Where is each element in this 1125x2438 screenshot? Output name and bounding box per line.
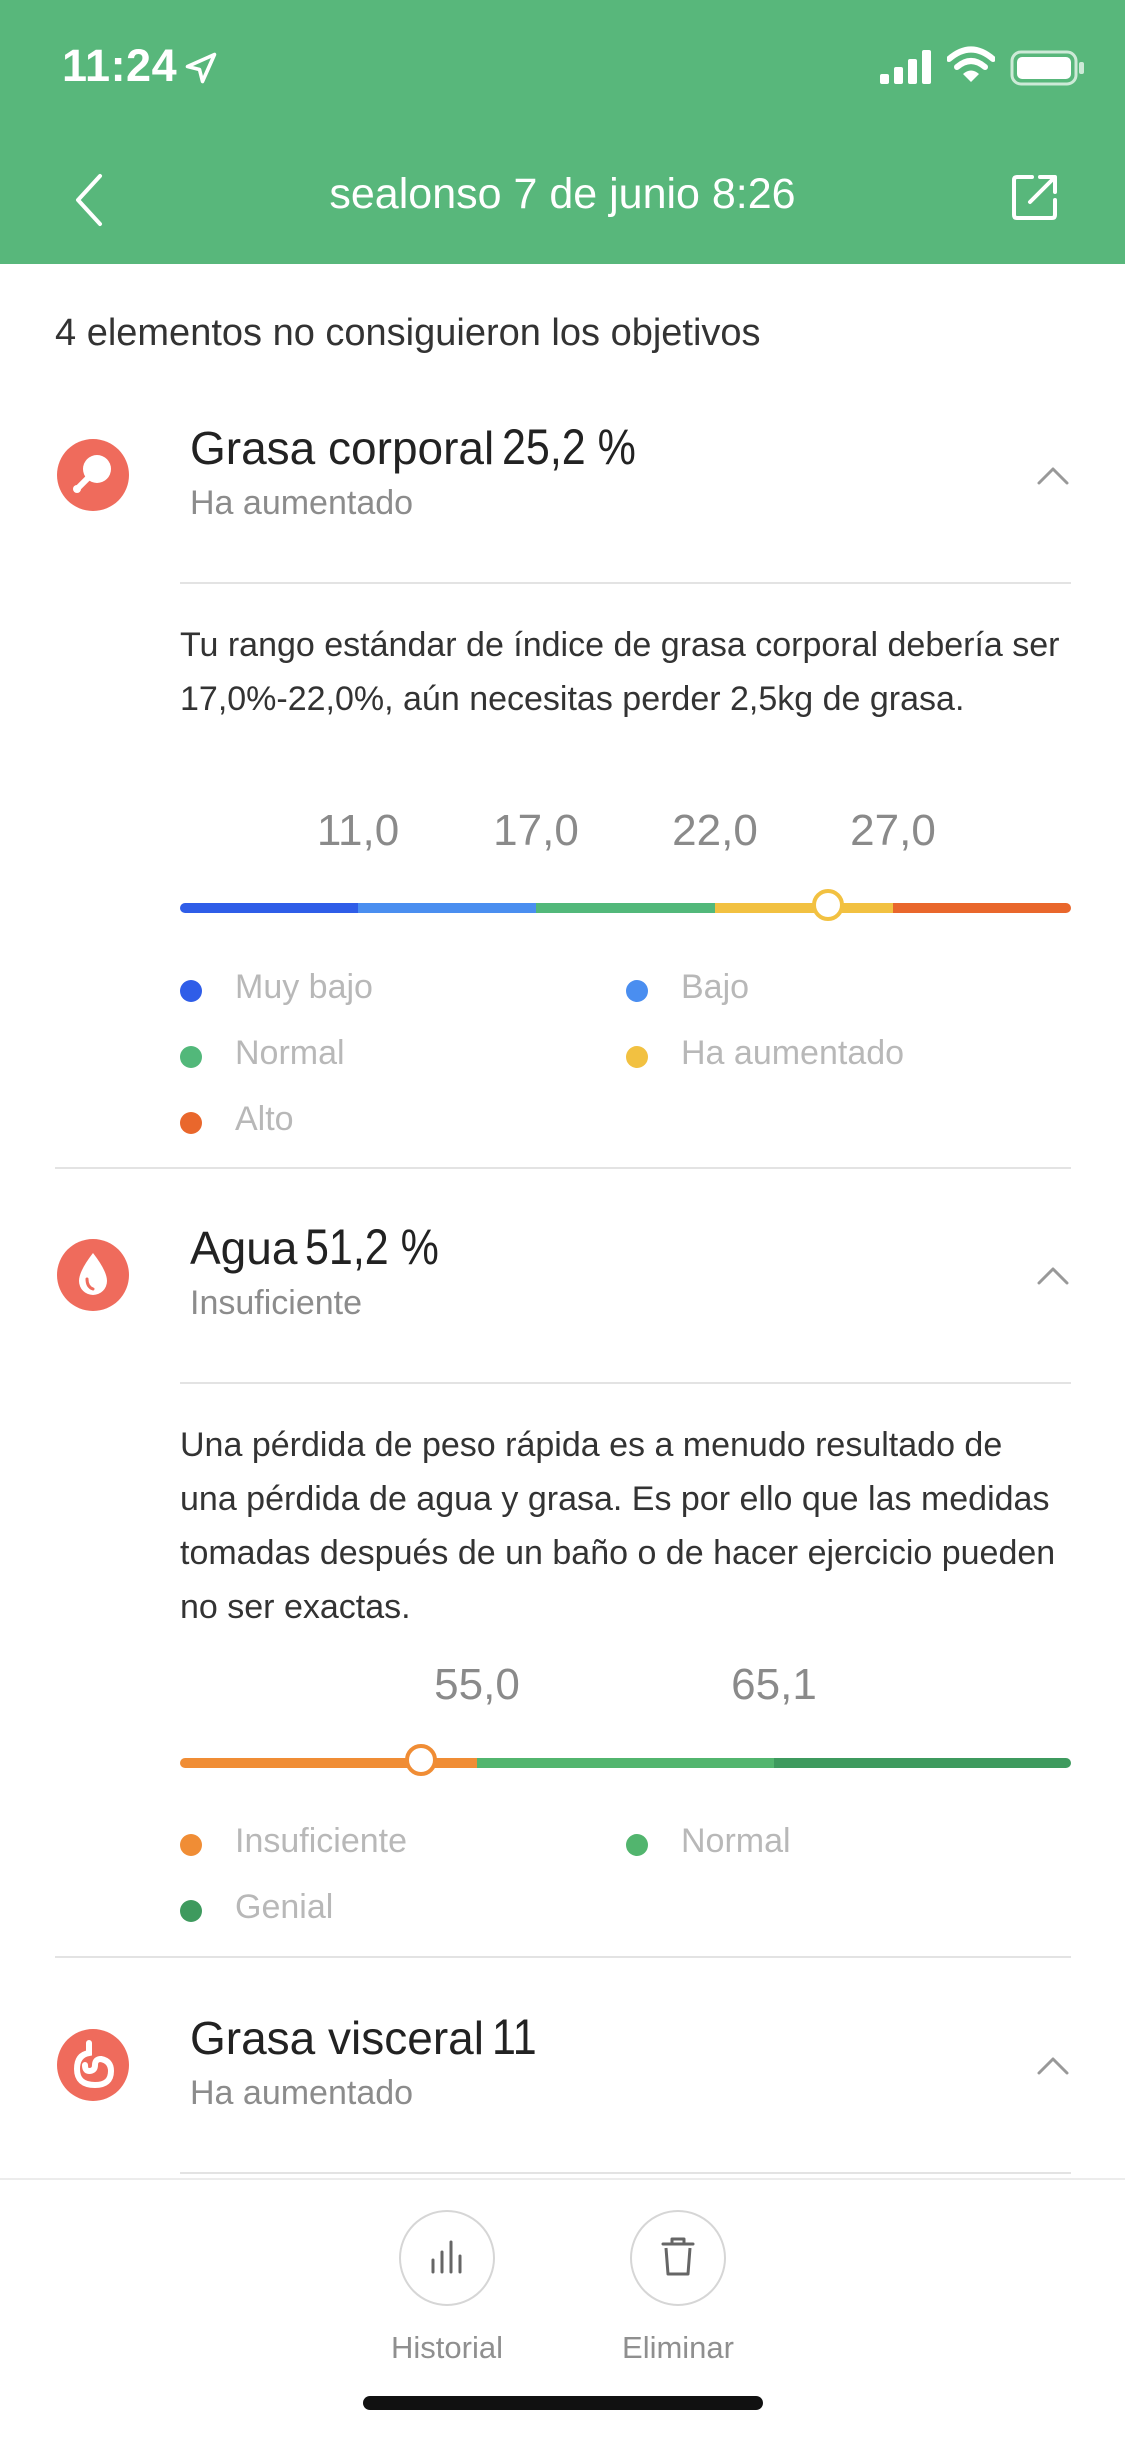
metric-value: 25,2 % — [502, 419, 637, 475]
chevron-up-icon[interactable] — [1036, 2054, 1070, 2076]
drumstick-icon — [57, 439, 129, 511]
back-icon[interactable] — [66, 170, 116, 230]
divider — [180, 582, 1071, 584]
metric-description: Tu rango estándar de índice de grasa cor… — [180, 626, 1060, 718]
range-segment-insuficiente — [180, 1758, 477, 1768]
share-icon[interactable] — [1010, 172, 1060, 222]
status-time: 11:24 — [62, 40, 178, 91]
chevron-up-icon[interactable] — [1036, 464, 1070, 486]
history-label[interactable]: Historial — [391, 2330, 503, 2365]
metric-description: Una pérdida de peso rápida es a menudo r… — [180, 1426, 1056, 1626]
home-indicator — [363, 2396, 763, 2410]
metric-title: Grasa visceral 11 — [190, 2008, 544, 2066]
metric-value: 11 — [491, 2009, 537, 2065]
summary-text: 4 elementos no consiguieron los objetivo… — [55, 312, 761, 354]
top-bar: 11:24 sealonso 7 de junio 8:26 — [0, 0, 1125, 264]
metric-title: Grasa corporal 25,2 % — [190, 418, 658, 476]
tick-label: 17,0 — [493, 806, 579, 855]
delete-button[interactable] — [630, 2210, 726, 2306]
metric-title: Agua 51,2 % — [190, 1218, 461, 1276]
range-segment-muy-bajo — [180, 903, 358, 913]
metric-status: Ha aumentado — [190, 2074, 414, 2112]
range-indicator — [404, 1744, 437, 1776]
metric-status: Ha aumentado — [190, 484, 414, 522]
legend-dot — [626, 1834, 648, 1856]
signal-icon — [880, 50, 931, 84]
bottom-action-bar: Historial Eliminar — [0, 2178, 1125, 2438]
divider — [180, 2172, 1071, 2174]
chevron-up-icon[interactable] — [1036, 1264, 1070, 1286]
metric-status: Insuficiente — [190, 1284, 362, 1322]
tick-label: 22,0 — [672, 806, 758, 855]
trash-icon — [661, 2237, 695, 2276]
metric-name: Grasa corporal — [190, 422, 495, 474]
legend-dot — [180, 1046, 202, 1068]
range-ticks: 55,0 65,1 — [180, 1660, 1071, 1720]
range-bar — [180, 889, 1071, 921]
location-arrow-icon — [185, 52, 217, 84]
divider — [180, 1382, 1071, 1384]
range-segment-bajo — [358, 903, 536, 913]
tick-label: 55,0 — [434, 1660, 520, 1709]
battery-icon — [1010, 50, 1084, 86]
metric-name: Agua — [190, 1222, 298, 1274]
tick-label: 27,0 — [850, 806, 936, 855]
nav-title: sealonso 7 de junio 8:26 — [329, 170, 796, 218]
water-drop-icon — [57, 1239, 129, 1311]
range-segment-genial — [774, 1758, 1071, 1768]
metric-value: 51,2 % — [305, 1219, 440, 1275]
legend-dot — [180, 1900, 202, 1922]
tick-label: 11,0 — [316, 806, 400, 855]
section-divider — [55, 1956, 1071, 1958]
wifi-icon — [947, 46, 995, 82]
range-ticks: 11,0 17,0 22,0 27,0 — [180, 806, 1071, 866]
stomach-icon — [57, 2029, 129, 2101]
section-divider — [55, 1167, 1071, 1169]
tick-label: 65,1 — [731, 1660, 817, 1709]
legend-dot — [626, 980, 648, 1002]
range-indicator — [811, 889, 844, 921]
metric-name: Grasa visceral — [190, 2012, 484, 2064]
bar-chart-icon — [431, 2240, 462, 2274]
legend-dot — [626, 1046, 648, 1068]
range-segment-normal — [536, 903, 715, 913]
legend-dot — [180, 1834, 202, 1856]
range-bar — [180, 1744, 1071, 1776]
legend-dot — [180, 980, 202, 1002]
legend-dot — [180, 1112, 202, 1134]
range-segment-alto — [893, 903, 1071, 913]
history-button[interactable] — [399, 2210, 495, 2306]
range-segment-normal — [477, 1758, 774, 1768]
delete-label[interactable]: Eliminar — [622, 2330, 734, 2365]
range-segment-ha-aumentado — [715, 903, 893, 913]
